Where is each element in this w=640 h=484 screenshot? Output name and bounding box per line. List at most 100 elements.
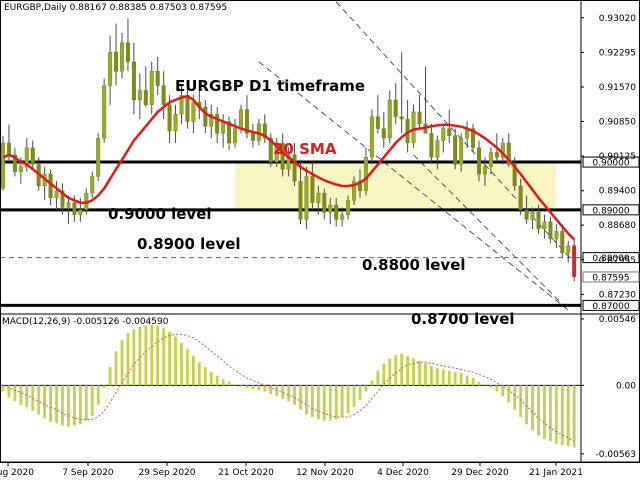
- candle-9: [54, 190, 59, 199]
- candle-73: [435, 140, 440, 158]
- candle-44: [262, 123, 267, 139]
- macd-y-tick-label-2: -0.00563: [596, 450, 636, 460]
- level-tag-2: 0.88000: [592, 254, 629, 264]
- candle-16: [96, 137, 101, 177]
- price-panel: [0, 1, 581, 311]
- candle-12: [72, 202, 77, 215]
- candle-65: [387, 99, 392, 139]
- x-tick-label-6: 29 Dec 2020: [451, 468, 509, 478]
- macd-bar-63: [376, 370, 380, 386]
- macd-y-tick-label-1: 0.00: [616, 381, 636, 391]
- candle-83: [494, 152, 499, 158]
- macd-bar-42: [251, 385, 255, 389]
- macd-bar-73: [435, 368, 439, 386]
- macd-bar-16: [96, 385, 100, 405]
- y-tick-label-3: 0.90850: [599, 117, 636, 127]
- macd-bar-29: [174, 336, 177, 386]
- candle-28: [167, 104, 172, 132]
- macd-bar-25: [150, 324, 154, 386]
- macd-panel: [0, 324, 581, 448]
- candle-18: [108, 51, 113, 86]
- candle-52: [310, 176, 315, 203]
- candle-4: [24, 147, 29, 168]
- candle-69: [411, 111, 416, 144]
- macd-bar-15: [90, 385, 94, 416]
- macd-bar-48: [287, 385, 290, 402]
- candle-59: [352, 180, 357, 201]
- macd-bar-56: [334, 385, 338, 420]
- candle-55: [328, 204, 333, 213]
- macd-bar-28: [168, 331, 171, 386]
- candle-76: [453, 135, 458, 165]
- macd-bar-85: [507, 385, 511, 403]
- candle-21: [125, 42, 130, 62]
- y-tick-label-2: 0.91570: [599, 83, 636, 93]
- candle-38: [227, 121, 232, 144]
- macd-bar-31: [186, 348, 189, 386]
- candle-19: [114, 51, 119, 72]
- y-tick-label-5: 0.89400: [599, 187, 636, 197]
- macd-bar-9: [55, 385, 58, 424]
- channel-line-1: [258, 61, 569, 311]
- macd-bar-94: [560, 385, 564, 445]
- level-tag-1: 0.89000: [592, 206, 629, 216]
- candle-86: [512, 164, 517, 187]
- candle-20: [119, 42, 124, 72]
- candle-50: [298, 180, 303, 220]
- macd-bar-77: [459, 373, 463, 386]
- level-tag-box-2: [582, 252, 640, 264]
- x-tick-label-5: 4 Dec 2020: [377, 468, 429, 478]
- candle-89: [530, 212, 535, 220]
- x-tick-label-0: 4 Aug 2020: [0, 468, 34, 478]
- candle-30: [179, 94, 184, 115]
- candle-1: [6, 142, 11, 156]
- sma-label: 20 SMA: [273, 140, 337, 158]
- macd-bar-91: [543, 385, 546, 439]
- macd-bar-19: [114, 351, 118, 386]
- candle-72: [429, 133, 434, 158]
- macd-bar-53: [316, 385, 320, 420]
- candle-92: [548, 221, 553, 239]
- candle-54: [322, 192, 327, 213]
- macd-bar-36: [215, 375, 219, 386]
- sma-line: [2, 94, 576, 241]
- macd-bar-41: [245, 385, 249, 388]
- macd-y-tick-label-0: 0.00546: [599, 315, 636, 325]
- macd-bar-18: [108, 367, 112, 386]
- candle-47: [280, 142, 285, 170]
- macd-bar-90: [537, 385, 540, 436]
- candle-46: [274, 142, 279, 163]
- macd-bar-13: [78, 385, 82, 425]
- macd-bar-49: [293, 385, 296, 405]
- macd-bar-74: [441, 369, 445, 386]
- candle-96: [572, 245, 577, 277]
- macd-bar-61: [364, 385, 368, 392]
- candle-67: [399, 116, 404, 120]
- macd-bar-89: [531, 385, 534, 431]
- candle-10: [60, 190, 65, 208]
- macd-bar-20: [120, 340, 124, 386]
- level-label-0-8800: 0.8800 level: [362, 256, 466, 274]
- candle-56: [334, 204, 339, 220]
- candle-81: [482, 166, 487, 175]
- macd-bar-57: [340, 385, 344, 417]
- macd-bar-24: [144, 325, 148, 386]
- y-tick-label-7: 0.87955: [599, 256, 636, 266]
- candle-75: [447, 128, 452, 136]
- macd-bar-37: [221, 379, 225, 386]
- candle-87: [518, 185, 523, 211]
- macd-bar-95: [566, 385, 570, 447]
- candle-64: [381, 128, 386, 139]
- x-tick-label-4: 12 Nov 2020: [296, 468, 354, 478]
- macd-bar-40: [239, 385, 243, 387]
- macd-bar-66: [394, 354, 398, 386]
- macd-bar-50: [299, 385, 302, 410]
- candle-13: [78, 209, 83, 215]
- candle-66: [393, 99, 398, 117]
- macd-bar-80: [477, 381, 481, 386]
- candle-61: [363, 157, 368, 191]
- macd-bar-86: [513, 385, 517, 410]
- macd-bar-65: [388, 358, 392, 386]
- macd-bar-58: [346, 385, 350, 414]
